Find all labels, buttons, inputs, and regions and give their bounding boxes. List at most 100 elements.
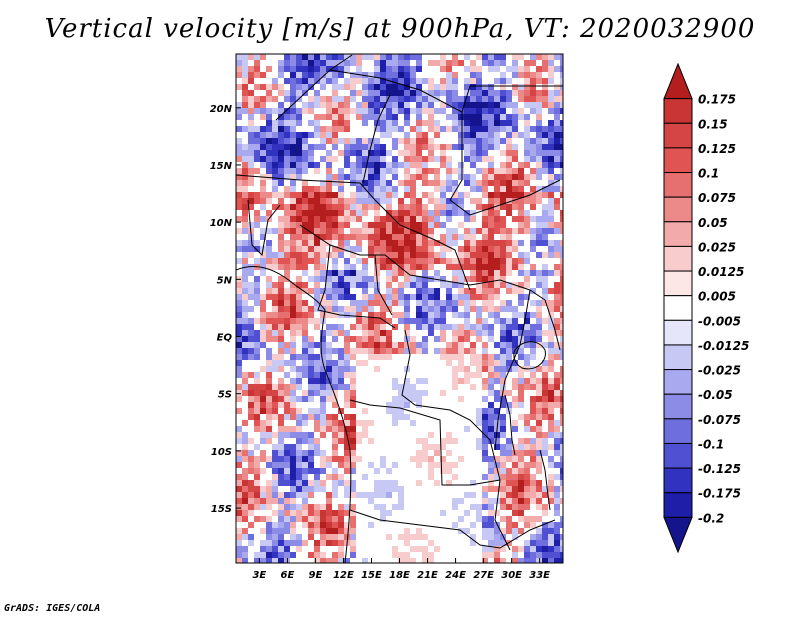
field-cell bbox=[506, 450, 512, 456]
field-cell bbox=[500, 126, 506, 132]
field-cell bbox=[356, 300, 362, 306]
field-cell bbox=[350, 300, 356, 306]
field-cell bbox=[242, 240, 248, 246]
field-cell bbox=[254, 288, 260, 294]
field-cell bbox=[548, 306, 554, 312]
field-cell bbox=[296, 192, 302, 198]
field-cell bbox=[320, 522, 326, 528]
field-cell bbox=[338, 270, 344, 276]
field-cell bbox=[536, 426, 542, 432]
field-cell bbox=[302, 318, 308, 324]
field-cell bbox=[392, 72, 398, 78]
colorbar-cell bbox=[663, 270, 693, 297]
field-cell bbox=[386, 342, 392, 348]
field-cell bbox=[404, 384, 410, 390]
field-cell bbox=[500, 204, 506, 210]
field-cell bbox=[446, 126, 452, 132]
field-cell bbox=[308, 276, 314, 282]
field-cell bbox=[446, 210, 452, 216]
x-tick-label: 15E bbox=[361, 570, 382, 581]
field-cell bbox=[236, 396, 242, 402]
field-cell bbox=[362, 432, 368, 438]
field-cell bbox=[344, 402, 350, 408]
field-cell bbox=[506, 498, 512, 504]
field-cell bbox=[290, 294, 296, 300]
field-cell bbox=[278, 504, 284, 510]
field-cell bbox=[554, 102, 560, 108]
field-cell bbox=[350, 366, 356, 372]
field-cell bbox=[404, 342, 410, 348]
field-cell bbox=[422, 438, 428, 444]
field-cell bbox=[494, 222, 500, 228]
field-cell bbox=[470, 354, 476, 360]
field-cell bbox=[404, 330, 410, 336]
field-cell bbox=[386, 258, 392, 264]
field-cell bbox=[500, 486, 506, 492]
field-cell bbox=[326, 234, 332, 240]
field-cell bbox=[344, 84, 350, 90]
field-cell bbox=[272, 288, 278, 294]
field-cell bbox=[362, 342, 368, 348]
field-cell bbox=[542, 132, 548, 138]
field-cell bbox=[380, 198, 386, 204]
field-cell bbox=[458, 348, 464, 354]
field-cell bbox=[554, 384, 560, 390]
field-cell bbox=[482, 222, 488, 228]
border-line bbox=[349, 399, 501, 486]
field-cell bbox=[236, 312, 242, 318]
field-cell bbox=[536, 342, 542, 348]
field-cell bbox=[284, 360, 290, 366]
field-cell bbox=[260, 156, 266, 162]
field-cell bbox=[296, 408, 302, 414]
field-cell bbox=[542, 414, 548, 420]
field-cell bbox=[422, 276, 428, 282]
field-cell bbox=[290, 492, 296, 498]
field-cell bbox=[296, 288, 302, 294]
field-cell bbox=[518, 450, 524, 456]
field-cell bbox=[380, 348, 386, 354]
field-cell bbox=[494, 510, 500, 516]
field-cell bbox=[518, 240, 524, 246]
field-cell bbox=[554, 222, 560, 228]
field-cell bbox=[308, 486, 314, 492]
field-cell bbox=[434, 288, 440, 294]
field-cell bbox=[248, 504, 254, 510]
field-cell bbox=[284, 396, 290, 402]
field-cell bbox=[314, 342, 320, 348]
field-cell bbox=[452, 84, 458, 90]
field-cell bbox=[266, 486, 272, 492]
field-cell bbox=[404, 102, 410, 108]
field-cell bbox=[560, 414, 563, 420]
field-cell bbox=[524, 450, 530, 456]
field-cell bbox=[488, 228, 494, 234]
field-cell bbox=[278, 288, 284, 294]
field-cell bbox=[398, 348, 404, 354]
field-cell bbox=[362, 474, 368, 480]
field-cell bbox=[500, 504, 506, 510]
field-cell bbox=[536, 462, 542, 468]
field-cell bbox=[410, 162, 416, 168]
field-cell bbox=[380, 330, 386, 336]
field-cell bbox=[338, 288, 344, 294]
field-cell bbox=[380, 504, 386, 510]
field-cell bbox=[542, 54, 548, 60]
field-cell bbox=[284, 306, 290, 312]
field-cell bbox=[518, 288, 524, 294]
field-cell bbox=[392, 546, 398, 552]
field-cell bbox=[350, 552, 356, 558]
field-cell bbox=[314, 390, 320, 396]
field-cell bbox=[452, 372, 458, 378]
field-cell bbox=[524, 126, 530, 132]
field-cell bbox=[338, 66, 344, 72]
field-cell bbox=[560, 120, 563, 126]
field-cell bbox=[506, 246, 512, 252]
field-cell bbox=[506, 264, 512, 270]
field-cell bbox=[254, 108, 260, 114]
field-cell bbox=[284, 498, 290, 504]
field-cell bbox=[470, 492, 476, 498]
field-cell bbox=[434, 204, 440, 210]
field-cell bbox=[338, 72, 344, 78]
field-cell bbox=[542, 138, 548, 144]
field-cell bbox=[290, 498, 296, 504]
field-cell bbox=[242, 252, 248, 258]
